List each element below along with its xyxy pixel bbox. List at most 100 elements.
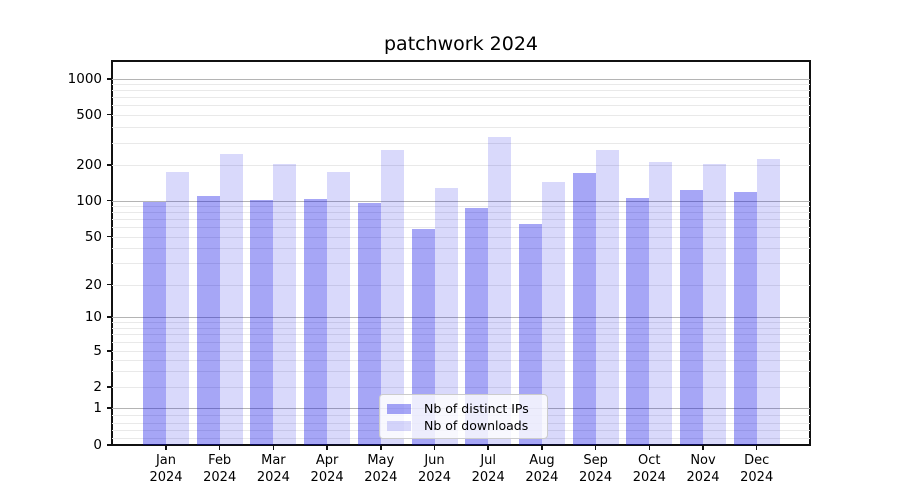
x-tick-label-jun: Jun 2024 [403,452,467,486]
x-tick [218,445,221,450]
y-tick-label: 5 [93,343,102,359]
bar-distinct-ips-jul [465,207,489,445]
x-tick [648,445,651,450]
year-label: 2024 [417,470,452,485]
x-tick-label-mar: Mar 2024 [241,452,305,486]
month-label: Sep [583,453,608,468]
bar-downloads-apr [327,172,351,445]
minor-gridline [112,84,810,86]
major-gridline [112,79,810,80]
minor-gridline [112,322,810,324]
x-tick [487,445,489,450]
y-tick [107,235,112,238]
minor-gridline [112,165,810,166]
y-tick-label: 20 [84,276,102,293]
y-tick-label: 2 [93,379,102,395]
minor-gridline [112,327,810,329]
minor-gridline [112,351,810,352]
x-tick-label-oct: Oct 2024 [617,452,681,486]
year-label: 2024 [740,470,774,485]
bar-distinct-ips-dec [733,191,757,445]
bar-distinct-ips-nov [680,190,703,445]
x-tick [380,445,382,450]
y-tick [107,164,112,166]
bar-downloads-may [380,150,404,445]
minor-gridline [112,371,810,373]
minor-gridline [112,126,810,128]
year-label: 2024 [149,470,183,485]
month-label: Oct [638,453,661,468]
minor-gridline [112,142,810,144]
x-tick-label-may: May 2024 [349,452,413,486]
legend-swatch-downloads [387,420,411,431]
y-tick-label: 0 [93,437,102,453]
month-label: Apr [315,453,339,468]
minor-gridline [112,359,810,361]
minor-gridline [112,219,810,221]
y-tick [107,316,112,318]
y-tick-label: 1000 [67,71,102,87]
bar-distinct-ips-jan [143,202,166,445]
plot-area [111,60,811,446]
minor-gridline [112,334,810,336]
bar-downloads-jan [166,172,189,445]
bar-distinct-ips-may [357,203,381,445]
bar-distinct-ips-mar [250,200,274,445]
bar-distinct-ips-jun [411,228,435,445]
bar-downloads-jul [488,137,512,445]
month-label: Jan [155,453,177,468]
legend-label-downloads: Nb of downloads [424,418,529,433]
y-tick [107,78,112,80]
minor-gridline [112,105,810,107]
bar-downloads-feb [219,153,243,445]
y-tick [107,444,112,446]
year-label: 2024 [256,470,290,485]
bar-distinct-ips-feb [196,195,220,445]
x-tick [433,445,436,450]
y-tick [107,113,112,116]
year-label: 2024 [310,470,344,485]
minor-gridline [112,248,810,250]
x-tick-label-sep: Sep 2024 [564,452,628,486]
y-tick [107,199,112,202]
minor-gridline [112,97,810,99]
legend-swatch-distinct-ips [387,403,411,414]
month-label: Aug [529,453,555,468]
year-label: 2024 [686,470,720,485]
top-spine [111,60,811,62]
bar-downloads-mar [273,164,297,445]
y-tick-label: 100 [76,192,102,209]
y-tick-label: 200 [76,157,102,173]
bar-distinct-ips-apr [304,199,328,445]
month-label: Jun [424,453,445,468]
year-label: 2024 [525,470,559,485]
minor-gridline [112,236,810,238]
month-label: Feb [208,453,232,468]
y-tick-label: 1 [93,400,102,416]
bar-downloads-nov [703,163,726,445]
bar-distinct-ips-aug [518,223,542,445]
y-tick [107,350,112,352]
minor-gridline [112,284,810,286]
y-tick-label: 10 [84,309,102,325]
y-tick-label: 50 [84,228,102,245]
y-tick-label: 500 [76,106,102,123]
legend-entry-distinct-ips: Nb of distinct IPs [387,400,539,417]
left-spine [111,60,113,446]
month-label: Mar [261,453,286,468]
month-label: Nov [690,453,716,468]
month-label: Dec [744,453,770,468]
x-tick-label-aug: Aug 2024 [510,452,574,486]
chart-title: patchwork 2024 [383,33,538,55]
minor-gridline [112,206,810,208]
minor-gridline [112,90,810,92]
bottom-spine [111,444,811,446]
x-tick [541,445,543,450]
minor-gridline [112,342,810,344]
year-label: 2024 [203,470,237,485]
legend-entry-downloads: Nb of downloads [387,417,539,434]
bar-distinct-ips-oct [626,197,650,445]
minor-gridline [112,387,810,388]
bar-distinct-ips-sep [572,172,596,445]
